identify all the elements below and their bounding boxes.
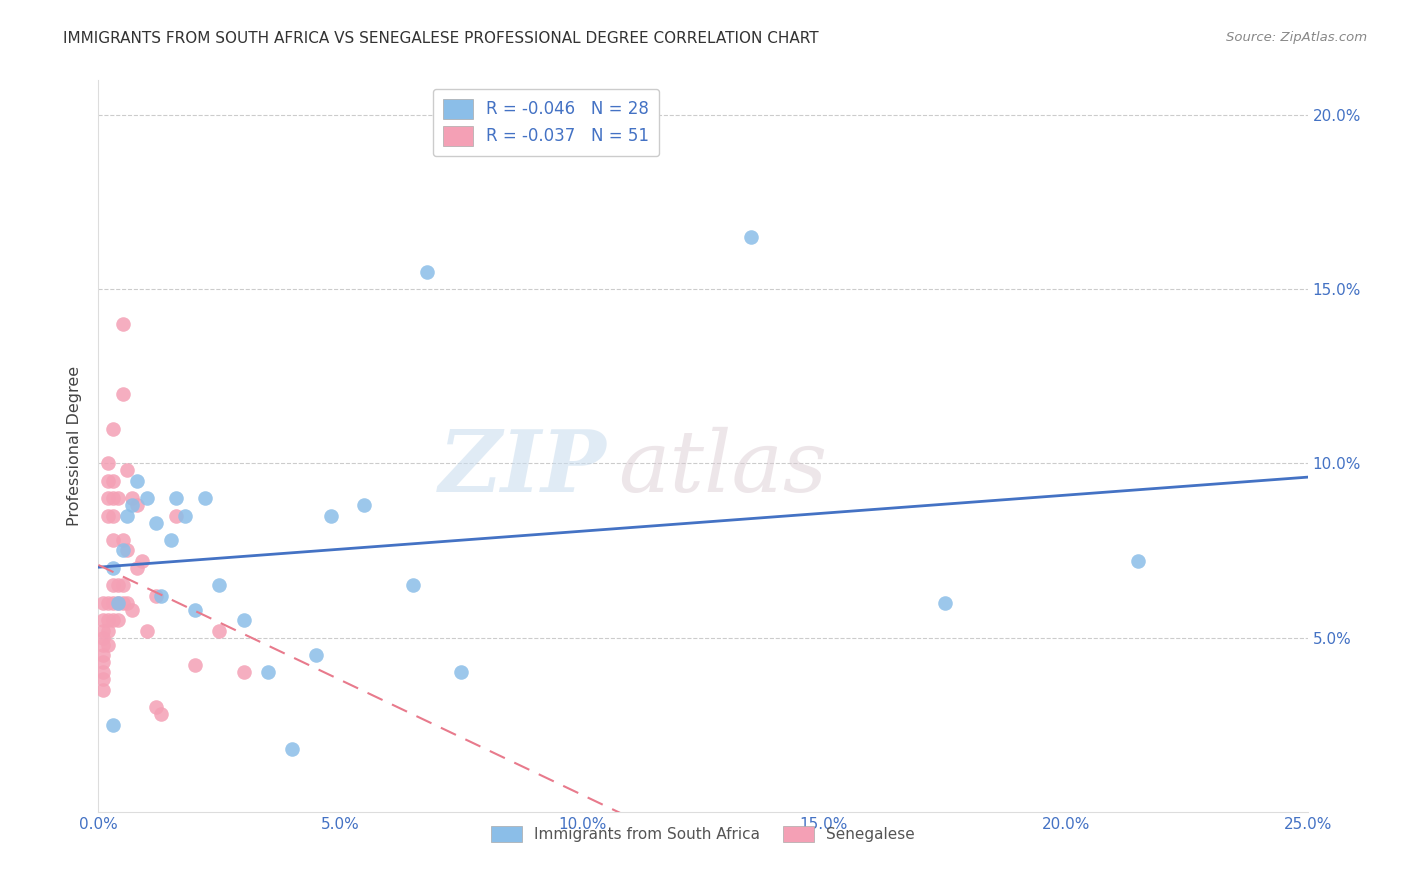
Point xyxy=(111,386,134,401)
Point xyxy=(101,561,124,575)
Point xyxy=(91,613,114,627)
Text: IMMIGRANTS FROM SOUTH AFRICA VS SENEGALESE PROFESSIONAL DEGREE CORRELATION CHART: IMMIGRANTS FROM SOUTH AFRICA VS SENEGALE… xyxy=(63,31,818,46)
Point xyxy=(353,498,375,512)
Point xyxy=(91,665,114,680)
Point xyxy=(145,516,167,530)
Point xyxy=(101,596,124,610)
Point xyxy=(416,265,439,279)
Point xyxy=(194,491,217,506)
Point xyxy=(174,508,197,523)
Point xyxy=(402,578,425,592)
Point xyxy=(91,682,114,697)
Point xyxy=(107,578,129,592)
Point xyxy=(127,474,149,488)
Point xyxy=(111,317,134,331)
Point xyxy=(450,665,472,680)
Point xyxy=(256,665,278,680)
Text: atlas: atlas xyxy=(619,426,828,509)
Point xyxy=(97,624,120,638)
Point xyxy=(101,717,124,731)
Point xyxy=(117,543,139,558)
Point xyxy=(208,624,231,638)
Point xyxy=(281,742,304,756)
Point xyxy=(101,508,124,523)
Point xyxy=(97,613,120,627)
Point xyxy=(232,665,254,680)
Point xyxy=(97,638,120,652)
Point xyxy=(97,508,120,523)
Point xyxy=(111,533,134,547)
Point xyxy=(160,533,183,547)
Point xyxy=(117,463,139,477)
Point xyxy=(101,578,124,592)
Text: Source: ZipAtlas.com: Source: ZipAtlas.com xyxy=(1226,31,1367,45)
Point xyxy=(208,578,231,592)
Point xyxy=(91,673,114,687)
Point xyxy=(135,491,157,506)
Point xyxy=(150,707,173,722)
Point xyxy=(117,508,139,523)
Point xyxy=(107,596,129,610)
Point xyxy=(91,596,114,610)
Point xyxy=(91,624,114,638)
Point xyxy=(319,508,342,523)
Point xyxy=(91,638,114,652)
Point xyxy=(232,613,254,627)
Text: ZIP: ZIP xyxy=(439,426,606,509)
Point xyxy=(101,421,124,435)
Point xyxy=(121,603,143,617)
Point xyxy=(305,648,328,662)
Point xyxy=(97,474,120,488)
Point xyxy=(145,700,167,714)
Y-axis label: Professional Degree: Professional Degree xyxy=(67,366,83,526)
Point xyxy=(127,498,149,512)
Point xyxy=(107,596,129,610)
Point xyxy=(111,543,134,558)
Point xyxy=(91,648,114,662)
Point xyxy=(1128,554,1150,568)
Point xyxy=(107,613,129,627)
Point xyxy=(127,561,149,575)
Point xyxy=(97,596,120,610)
Point xyxy=(97,491,120,506)
Point xyxy=(101,474,124,488)
Point xyxy=(101,491,124,506)
Point xyxy=(117,596,139,610)
Point xyxy=(111,596,134,610)
Point xyxy=(740,230,762,244)
Point xyxy=(97,457,120,471)
Point xyxy=(111,578,134,592)
Point xyxy=(121,498,143,512)
Point xyxy=(101,613,124,627)
Point xyxy=(135,624,157,638)
Point xyxy=(184,603,207,617)
Point xyxy=(165,508,187,523)
Point xyxy=(107,491,129,506)
Point xyxy=(91,631,114,645)
Point xyxy=(150,589,173,603)
Point xyxy=(934,596,956,610)
Point xyxy=(91,655,114,669)
Point xyxy=(131,554,153,568)
Point xyxy=(145,589,167,603)
Point xyxy=(184,658,207,673)
Point xyxy=(165,491,187,506)
Legend: Immigrants from South Africa, Senegalese: Immigrants from South Africa, Senegalese xyxy=(485,820,921,848)
Point xyxy=(121,491,143,506)
Point xyxy=(101,533,124,547)
